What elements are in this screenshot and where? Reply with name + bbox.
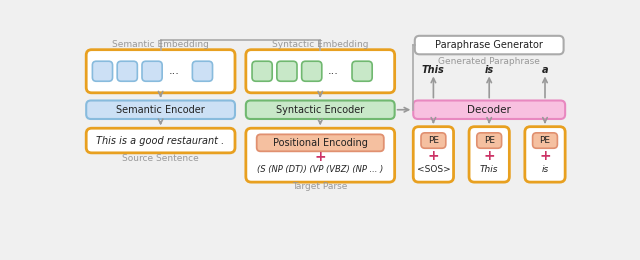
Text: Syntactic Encoder: Syntactic Encoder [276,105,364,115]
Text: (S (NP (DT)) (VP (VBZ) (NP ... ): (S (NP (DT)) (VP (VBZ) (NP ... ) [257,165,383,174]
FancyBboxPatch shape [86,128,235,153]
FancyBboxPatch shape [86,101,235,119]
Text: +: + [314,151,326,165]
Text: Semantic Encoder: Semantic Encoder [116,105,205,115]
FancyBboxPatch shape [252,61,272,81]
FancyBboxPatch shape [469,127,509,182]
FancyBboxPatch shape [257,134,384,151]
FancyBboxPatch shape [525,127,565,182]
Text: This: This [422,65,445,75]
FancyBboxPatch shape [246,128,395,182]
FancyBboxPatch shape [352,61,372,81]
Text: Source Sentence: Source Sentence [122,154,199,163]
Text: PE: PE [540,136,550,145]
FancyBboxPatch shape [142,61,162,81]
Text: +: + [428,149,439,163]
FancyBboxPatch shape [421,133,446,148]
FancyBboxPatch shape [477,133,502,148]
Text: ...: ... [328,66,339,76]
Text: +: + [483,149,495,163]
FancyBboxPatch shape [92,61,113,81]
Text: PE: PE [428,136,439,145]
Text: Semantic Embedding: Semantic Embedding [112,40,209,49]
Text: a: a [541,65,548,75]
FancyBboxPatch shape [246,101,395,119]
Text: This is a good restaurant .: This is a good restaurant . [97,135,225,146]
Text: PE: PE [484,136,495,145]
Text: is: is [484,65,494,75]
Text: Paraphrase Generator: Paraphrase Generator [435,40,543,50]
FancyBboxPatch shape [413,127,454,182]
Text: Syntactic Embedding: Syntactic Embedding [272,40,369,49]
FancyBboxPatch shape [193,61,212,81]
Text: Positional Encoding: Positional Encoding [273,138,368,148]
FancyBboxPatch shape [246,50,395,93]
Text: +: + [539,149,551,163]
Text: Target Parse: Target Parse [292,182,348,191]
Text: Generated Paraphrase: Generated Paraphrase [438,57,540,67]
Text: is: is [541,165,548,174]
Text: Decoder: Decoder [467,105,511,115]
Text: <SOS>: <SOS> [417,165,451,174]
FancyBboxPatch shape [117,61,138,81]
FancyBboxPatch shape [413,101,565,119]
FancyBboxPatch shape [415,36,564,54]
FancyBboxPatch shape [277,61,297,81]
FancyBboxPatch shape [301,61,322,81]
Text: This: This [480,165,499,174]
FancyBboxPatch shape [86,50,235,93]
FancyBboxPatch shape [532,133,557,148]
Text: ...: ... [168,66,179,76]
